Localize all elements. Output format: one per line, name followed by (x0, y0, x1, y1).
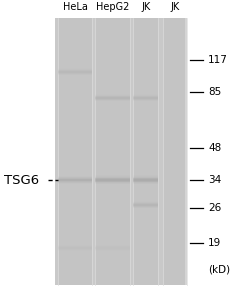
Bar (95, 97, 130, 98)
Bar (58, 247, 92, 248)
Bar (95, 180, 130, 181)
Bar (58, 18, 92, 285)
Text: 117: 117 (208, 55, 228, 65)
Bar (58, 250, 92, 251)
Bar (58, 68, 92, 69)
Bar (95, 183, 130, 184)
Bar (95, 247, 130, 248)
Bar (133, 179, 158, 180)
Bar (58, 181, 92, 182)
Bar (58, 183, 92, 184)
Bar (58, 176, 92, 177)
Bar (58, 69, 92, 70)
Bar (133, 178, 158, 179)
Bar (133, 100, 158, 101)
Bar (133, 203, 158, 204)
Bar (133, 204, 158, 205)
Text: 19: 19 (208, 238, 221, 248)
Bar (58, 178, 92, 179)
Bar (133, 177, 158, 178)
Bar (163, 18, 187, 285)
Bar (133, 205, 158, 206)
Bar (133, 183, 158, 184)
Bar (133, 99, 158, 100)
Text: HeLa: HeLa (63, 2, 87, 12)
Bar (58, 177, 92, 178)
Bar (58, 70, 92, 71)
Text: 34: 34 (208, 175, 221, 185)
Bar (58, 245, 92, 246)
Bar (95, 245, 130, 246)
Bar (133, 98, 158, 99)
Text: TSG6: TSG6 (4, 173, 39, 187)
Bar (133, 201, 158, 202)
Bar (133, 181, 158, 182)
Bar (95, 181, 130, 182)
Bar (55, 18, 185, 285)
Text: 48: 48 (208, 143, 221, 153)
Bar (95, 176, 130, 177)
Bar (133, 96, 158, 97)
Bar (133, 95, 158, 96)
Bar (95, 100, 130, 101)
Bar (58, 72, 92, 73)
Bar (133, 94, 158, 95)
Bar (58, 74, 92, 75)
Bar (95, 99, 130, 100)
Bar (95, 18, 130, 285)
Bar (95, 177, 130, 178)
Bar (95, 175, 130, 176)
Bar (58, 182, 92, 183)
Bar (133, 202, 158, 203)
Bar (133, 206, 158, 207)
Bar (58, 248, 92, 249)
Bar (133, 176, 158, 177)
Bar (95, 249, 130, 250)
Bar (95, 98, 130, 99)
Bar (58, 179, 92, 180)
Text: (kD): (kD) (208, 265, 230, 275)
Bar (58, 246, 92, 247)
Bar (133, 180, 158, 181)
Bar (133, 18, 158, 285)
Bar (95, 94, 130, 95)
Bar (95, 246, 130, 247)
Bar (95, 96, 130, 97)
Bar (133, 182, 158, 183)
Text: 85: 85 (208, 87, 221, 97)
Bar (95, 178, 130, 179)
Bar (58, 73, 92, 74)
Bar (133, 97, 158, 98)
Bar (133, 207, 158, 208)
Bar (95, 179, 130, 180)
Text: 26: 26 (208, 203, 221, 213)
Bar (58, 71, 92, 72)
Bar (58, 180, 92, 181)
Bar (95, 250, 130, 251)
Bar (58, 249, 92, 250)
Bar (95, 95, 130, 96)
Bar (95, 248, 130, 249)
Text: JK: JK (170, 2, 180, 12)
Text: JK: JK (141, 2, 151, 12)
Bar (133, 175, 158, 176)
Bar (95, 182, 130, 183)
Text: HepG2: HepG2 (96, 2, 130, 12)
